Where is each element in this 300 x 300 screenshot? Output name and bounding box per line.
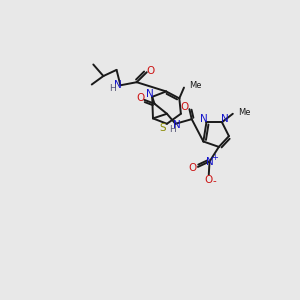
Text: N: N <box>206 157 214 167</box>
Text: O: O <box>205 175 213 185</box>
Text: Me: Me <box>238 108 251 117</box>
Text: H: H <box>169 125 176 134</box>
Text: O: O <box>181 102 189 112</box>
Text: H: H <box>109 84 116 93</box>
Text: O: O <box>188 164 196 173</box>
Text: N: N <box>221 114 229 124</box>
Text: S: S <box>160 123 167 133</box>
Text: N: N <box>146 89 154 99</box>
Text: N: N <box>173 120 181 130</box>
Text: N: N <box>200 114 208 124</box>
Text: -: - <box>212 176 216 187</box>
Text: O: O <box>136 93 145 103</box>
Text: N: N <box>114 80 122 90</box>
Text: O: O <box>146 66 155 76</box>
Text: Me: Me <box>189 81 201 90</box>
Text: +: + <box>212 153 218 162</box>
